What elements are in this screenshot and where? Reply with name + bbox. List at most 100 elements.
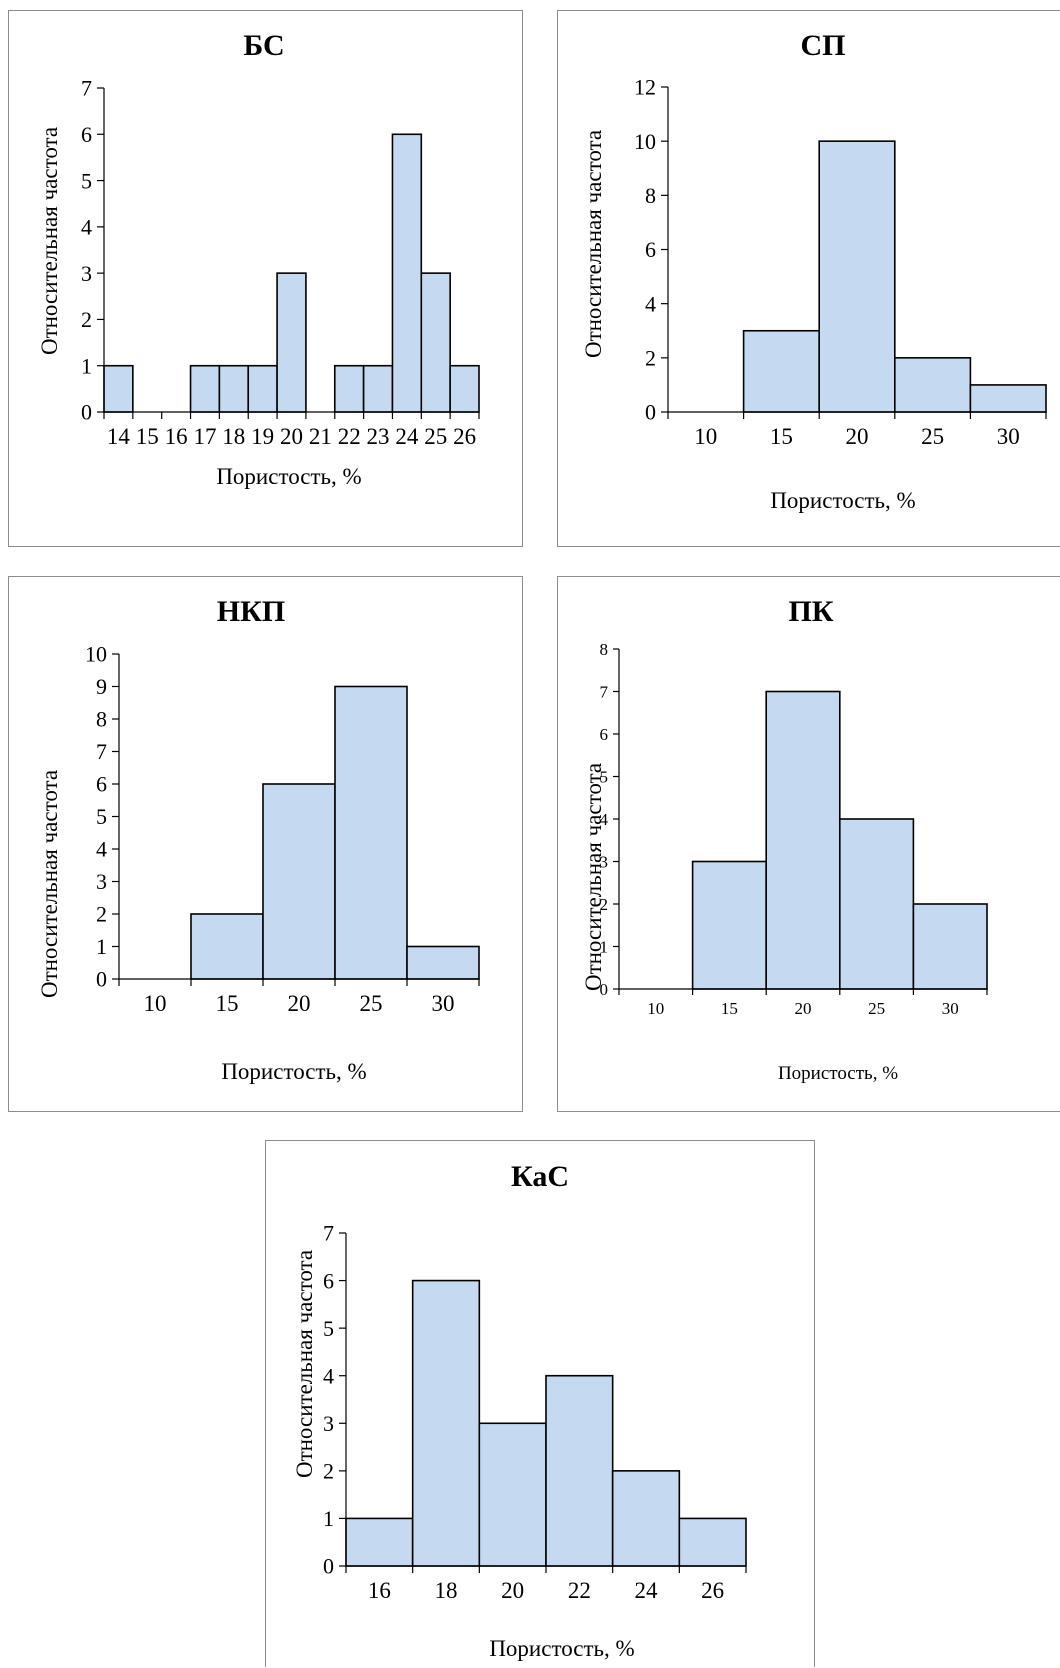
histogram-bar [478, 1422, 547, 1567]
x-tick-label: 20 [288, 991, 311, 1016]
histogram-bar [691, 860, 768, 990]
x-tick-label: 14 [107, 424, 131, 449]
x-tick-label: 20 [280, 424, 303, 449]
histogram-bar [247, 364, 278, 413]
x-tick-label: 22 [568, 1578, 591, 1603]
y-tick-label: 0 [96, 967, 107, 992]
y-tick-label: 2 [96, 902, 107, 927]
histogram-bar [818, 140, 896, 413]
histogram-bar [262, 783, 336, 980]
x-tick-label: 25 [868, 999, 885, 1018]
x-tick-label: 24 [395, 424, 419, 449]
y-tick-label: 3 [96, 869, 107, 894]
histogram-bar [420, 272, 451, 413]
y-tick-label: 5 [81, 168, 92, 193]
histogram-bar [678, 1517, 747, 1567]
y-tick-label: 4 [323, 1363, 334, 1388]
y-tick-label: 8 [645, 183, 656, 208]
x-axis-label: Пористость, % [221, 1059, 366, 1084]
x-tick-label: 10 [694, 424, 717, 449]
chart-title: КаС [511, 1160, 569, 1193]
plot-area: 0 1 2 3 4 5 6 7 16 18 20 22 24 26 [323, 1221, 747, 1603]
y-tick-label: 3 [323, 1411, 334, 1436]
histogram-nkp-svg: НКП Относительная частота Пористость, % … [37, 595, 480, 1084]
y-tick-label: 7 [81, 76, 92, 101]
x-tick-label: 19 [251, 424, 274, 449]
x-tick-label: 15 [216, 991, 239, 1016]
y-tick-label: 9 [96, 674, 107, 699]
histogram-panel-sp: СП Относительная частота Пористость, % 0… [557, 10, 1060, 547]
x-tick-label: 17 [193, 424, 216, 449]
x-tick-label: 30 [432, 991, 455, 1016]
chart-title: БС [243, 29, 284, 62]
y-tick-label: 6 [645, 237, 656, 262]
histogram-bar [189, 364, 221, 413]
x-tick-label: 26 [453, 424, 476, 449]
x-tick-label: 20 [501, 1578, 524, 1603]
y-tick-label: 6 [81, 122, 92, 147]
y-tick-label: 8 [96, 707, 107, 732]
y-tick-label: 1 [81, 353, 92, 378]
y-tick-label: 5 [323, 1316, 334, 1341]
y-tick-label: 0 [600, 980, 609, 999]
y-tick-label: 3 [81, 261, 92, 286]
y-tick-label: 6 [96, 772, 107, 797]
x-tick-label: 10 [144, 991, 167, 1016]
histogram-kas-svg: КаС Относительная частота Пористость, % … [292, 1160, 747, 1661]
histogram-bar [391, 133, 423, 413]
y-axis-label: Относительная частота [37, 770, 62, 998]
histogram-pk-svg: ПК Относительная частота Пористость, % 0… [581, 595, 988, 1084]
y-tick-label: 0 [323, 1554, 334, 1579]
y-tick-label: 12 [634, 75, 656, 100]
histogram-bar [406, 945, 480, 980]
y-tick-label: 4 [96, 837, 107, 862]
histogram-panel-nkp: НКП Относительная частота Пористость, % … [8, 576, 523, 1112]
x-axis-label: Пористость, % [778, 1063, 898, 1084]
x-tick-label: 21 [309, 424, 332, 449]
x-tick-label: 26 [701, 1578, 724, 1603]
histogram-bs-svg: БС Относительная частота Пористость, % 0… [37, 29, 480, 489]
histogram-bar [333, 364, 365, 413]
x-tick-label: 23 [367, 424, 390, 449]
y-tick-label: 4 [81, 215, 92, 240]
x-tick-label: 22 [338, 424, 361, 449]
chart-title: ПК [788, 595, 833, 628]
plot-area: 0 1 2 3 4 5 6 7 8 9 10 10 15 20 25 30 [85, 642, 480, 1016]
y-tick-label: 5 [600, 767, 609, 786]
y-tick-label: 7 [96, 739, 107, 764]
x-tick-label: 30 [942, 999, 959, 1018]
x-tick-label: 16 [368, 1578, 391, 1603]
histogram-bar [969, 384, 1047, 413]
x-tick-label: 20 [795, 999, 812, 1018]
x-tick-label: 20 [846, 424, 869, 449]
x-tick-label: 25 [921, 424, 944, 449]
histogram-bar [190, 913, 264, 980]
y-tick-label: 5 [96, 804, 107, 829]
y-tick-label: 3 [600, 852, 609, 871]
histogram-bar [103, 364, 134, 413]
plot-area: 0 1 2 3 4 5 6 7 8 10 15 20 25 30 [600, 640, 988, 1018]
histogram-bar [276, 272, 307, 413]
histogram-bar [334, 685, 408, 980]
x-tick-label: 15 [721, 999, 738, 1018]
y-tick-label: 0 [81, 400, 92, 425]
plot-area: 0 2 4 6 8 10 12 10 15 20 25 30 [634, 75, 1047, 449]
x-tick-label: 18 [222, 424, 245, 449]
histogram-sp-svg: СП Относительная частота Пористость, % 0… [581, 29, 1047, 513]
x-tick-label: 18 [435, 1578, 458, 1603]
y-tick-label: 8 [600, 640, 609, 659]
x-tick-label: 30 [997, 424, 1020, 449]
histogram-bar [362, 364, 394, 413]
x-axis-label: Пористость, % [489, 1636, 634, 1661]
histogram-bar [218, 364, 250, 413]
y-tick-label: 2 [81, 307, 92, 332]
histogram-bar [345, 1517, 414, 1567]
x-axis-label: Пористость, % [216, 464, 361, 489]
y-axis-label: Относительная частота [581, 763, 606, 991]
x-tick-label: 15 [136, 424, 159, 449]
histogram-bar [742, 329, 821, 413]
x-axis-label: Пористость, % [770, 488, 915, 513]
y-tick-label: 0 [645, 400, 656, 425]
y-tick-label: 1 [600, 937, 609, 956]
